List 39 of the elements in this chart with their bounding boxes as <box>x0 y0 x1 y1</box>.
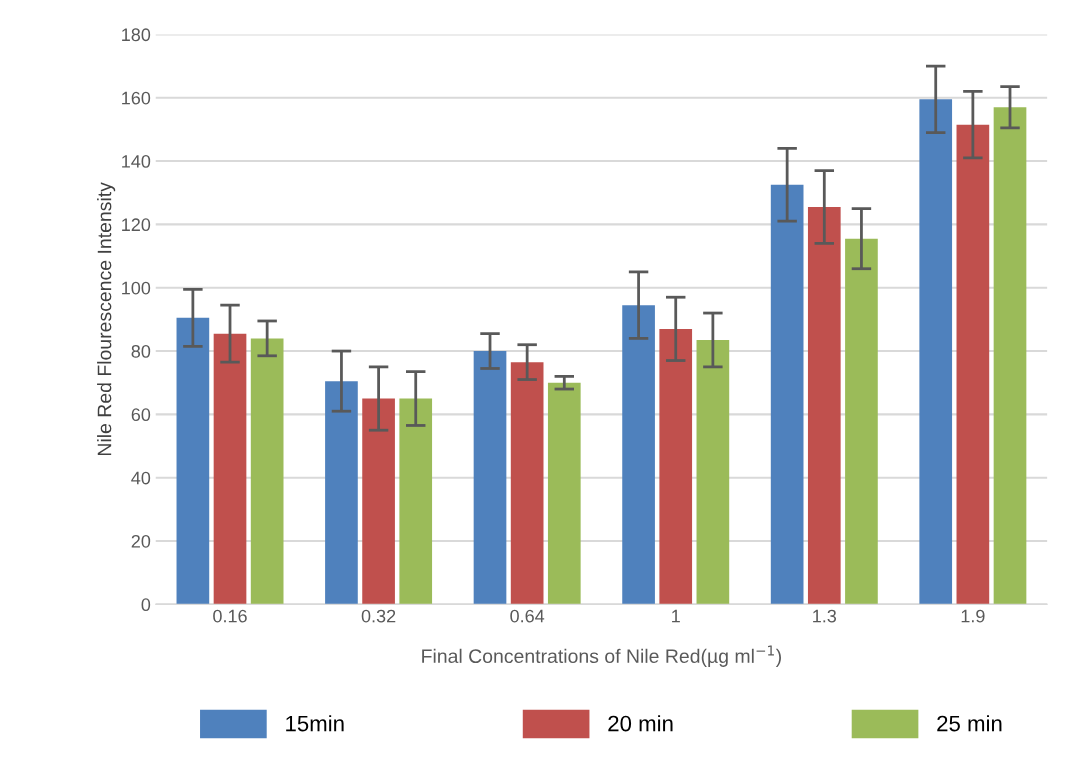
bar <box>659 328 693 605</box>
x-tick-label: 1 <box>672 609 680 623</box>
y-tick-label: 20 <box>131 534 151 548</box>
bar <box>510 362 544 605</box>
y-tick-label: 140 <box>122 155 151 168</box>
bar <box>176 317 210 605</box>
bar <box>547 382 581 605</box>
legend-label: 20 min <box>608 715 673 732</box>
x-axis-title: Final Concentrations of Nile Red(µg ml$^{−1}$) <box>422 645 781 667</box>
bar <box>770 184 804 605</box>
x-tick-label: 0.16 <box>213 609 247 623</box>
bar <box>845 238 878 605</box>
bar <box>325 381 358 605</box>
bar <box>473 351 507 605</box>
bar <box>399 398 433 605</box>
y-tick-label: 80 <box>131 344 151 358</box>
y-axis-title: Nile Red Flourescence Intensity <box>97 182 116 456</box>
y-tick-label: 60 <box>131 408 151 422</box>
x-tick-label: 0.32 <box>361 609 396 623</box>
bar <box>213 333 247 605</box>
y-tick-label: 120 <box>122 218 151 232</box>
x-tick-label: 1.3 <box>813 609 837 623</box>
y-tick-label: 100 <box>122 281 151 295</box>
x-tick-label: 0.64 <box>510 609 545 623</box>
legend-label: 15min <box>286 715 344 732</box>
legend-label: 25 min <box>937 715 1002 732</box>
bar <box>696 339 730 605</box>
bar <box>993 107 1027 605</box>
bar <box>919 99 953 605</box>
x-tick-label: 1.9 <box>961 609 985 623</box>
bar <box>622 305 655 605</box>
y-tick-label: 0 <box>141 598 151 612</box>
y-tick-label: 160 <box>122 91 151 105</box>
y-tick-label: 40 <box>131 471 151 485</box>
bar <box>956 124 990 605</box>
bar <box>362 398 395 605</box>
y-tick-label: 180 <box>122 28 151 42</box>
bar <box>250 338 284 605</box>
bar <box>807 206 841 605</box>
